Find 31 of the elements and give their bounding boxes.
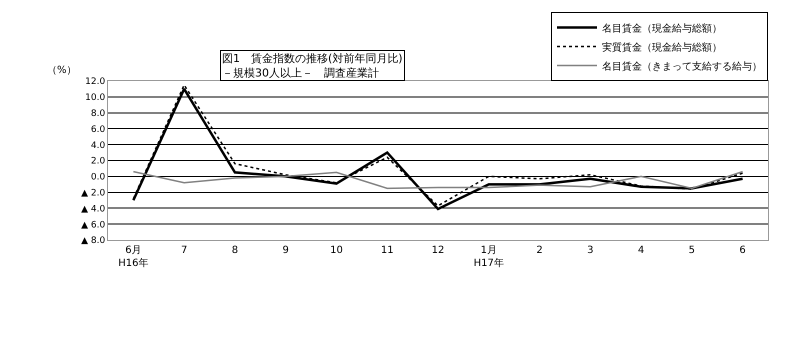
y-tick-label: ▲ 4.0 bbox=[81, 204, 106, 214]
chart-title: 図1 賃金指数の推移(対前年同月比) bbox=[222, 52, 403, 65]
x-tick-label: 7 bbox=[180, 245, 188, 256]
y-tick-label: 8.0 bbox=[90, 108, 106, 119]
x-tick-label: 4 bbox=[638, 245, 644, 256]
x-tick-label: 6 bbox=[739, 245, 746, 256]
x-tick-label: 8 bbox=[232, 245, 238, 256]
x-tick-label: 12 bbox=[432, 245, 444, 256]
legend-label: 名目賃金（きまって支給する給与） bbox=[602, 60, 762, 72]
x-tick-label: 9 bbox=[282, 245, 289, 256]
x-tick-label: 6月 H16年 bbox=[118, 245, 149, 269]
x-tick-label: 1月 H17年 bbox=[474, 245, 504, 269]
y-tick-label: ▲ 2.0 bbox=[81, 188, 106, 198]
y-tick-label: 0.0 bbox=[90, 172, 106, 183]
chart-subtitle: －規模30人以上－ 調査産業計 bbox=[222, 66, 379, 80]
x-tick-label: 3 bbox=[587, 245, 594, 256]
legend-label: 実質賃金（現金給与総額） bbox=[602, 41, 722, 54]
y-tick-label: ▲ 6.0 bbox=[81, 220, 106, 230]
x-tick-label: 2 bbox=[536, 245, 543, 256]
y-tick-label: ▲ 8.0 bbox=[81, 236, 106, 246]
y-tick-label: 4.0 bbox=[90, 140, 106, 151]
legend-label: 名目賃金（現金給与総額） bbox=[602, 22, 722, 34]
y-axis-title: （%） bbox=[47, 65, 77, 76]
y-tick-label: 6.0 bbox=[90, 124, 106, 135]
y-tick-label: 10.0 bbox=[85, 93, 106, 104]
x-tick-label: 11 bbox=[380, 245, 394, 256]
y-tick-label: 12.0 bbox=[85, 77, 106, 88]
x-tick-label: 5 bbox=[688, 245, 696, 256]
line-series bbox=[132, 170, 744, 190]
y-tick-label: 2.0 bbox=[90, 156, 106, 167]
x-tick-label: 10 bbox=[330, 245, 343, 256]
